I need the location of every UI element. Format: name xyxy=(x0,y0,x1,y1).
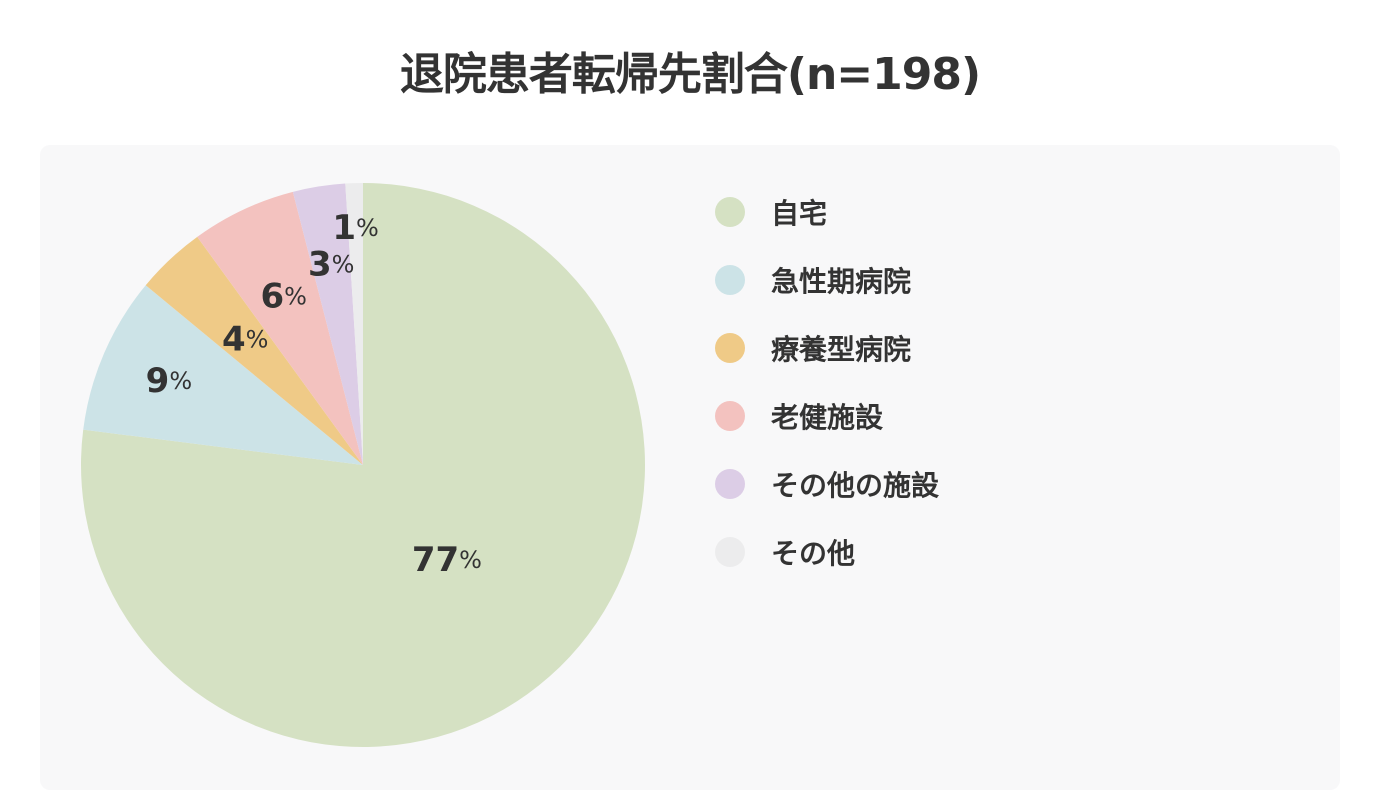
chart-title: 退院患者転帰先割合(n=198) xyxy=(399,49,981,100)
slice-label-1: 77% xyxy=(412,540,482,580)
legend-item-6: その他 xyxy=(715,535,939,570)
legend-item-4: 老健施設 xyxy=(715,399,939,434)
pie-slice-3 xyxy=(145,236,363,465)
pie-labels: 77% 9% 4%6%3%1% xyxy=(146,208,482,580)
legend-swatch xyxy=(715,401,745,431)
legend-swatch xyxy=(715,469,745,499)
slice-label-3: 4% xyxy=(222,320,268,360)
pie-slice-4 xyxy=(197,191,363,465)
legend-label: 療養型病院 xyxy=(771,333,912,366)
pie-slices xyxy=(81,183,646,747)
legend-label: 急性期病院 xyxy=(771,265,912,298)
legend-item-5: その他の施設 xyxy=(715,467,940,502)
slice-label-2: 9% xyxy=(146,361,192,401)
pie-slice-2 xyxy=(83,285,363,465)
legend-item-1: 自宅 xyxy=(715,195,939,230)
legend-swatch xyxy=(715,197,745,227)
slice-label-4: 6% xyxy=(261,277,307,317)
slice-label-5: 3% xyxy=(308,244,354,284)
chart-legend: 自宅急性期病院療養型病院老健施設その他の施設 その他 xyxy=(715,195,939,603)
legend-label: その他 xyxy=(771,537,856,570)
pie-slice-5 xyxy=(292,183,363,465)
legend-item-2: 急性期病院 xyxy=(715,263,939,298)
legend-item-3: 療養型病院 xyxy=(715,331,939,366)
slice-label-6: 1% xyxy=(332,208,378,248)
legend-label: 老健施設 xyxy=(771,401,884,434)
legend-label: その他の施設 xyxy=(771,469,940,502)
legend-swatch xyxy=(715,333,745,363)
pie-slice-6 xyxy=(345,183,363,465)
legend-swatch xyxy=(715,265,745,295)
legend-label: 自宅 xyxy=(771,197,828,230)
legend-swatch xyxy=(715,537,745,567)
